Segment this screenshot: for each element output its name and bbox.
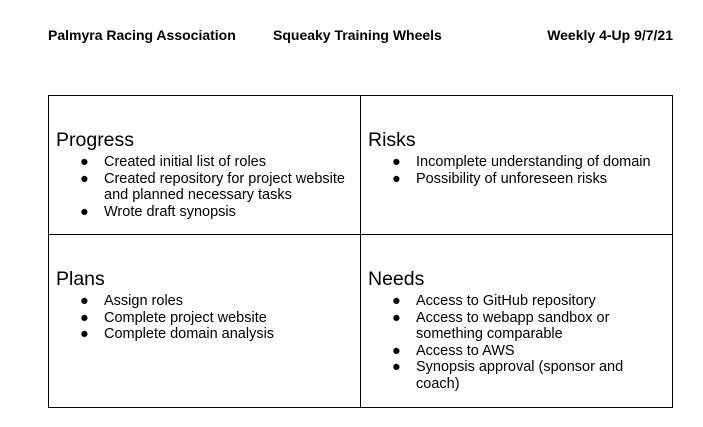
list-item-text: Incomplete understanding of domain	[416, 154, 651, 170]
needs-list: ● Access to GitHub repository ● Access to …	[368, 293, 672, 393]
list-item: ● Access to AWS	[392, 343, 672, 360]
risks-quadrant: Risks ● Incomplete understanding of domai…	[361, 96, 672, 235]
list-item: ● Created repository for project website …	[80, 171, 360, 204]
bullet-icon: ●	[392, 359, 401, 376]
list-item-text: Assign roles	[104, 293, 183, 309]
list-item-text: Access to GitHub repository	[416, 293, 596, 309]
list-item: ● Incomplete understanding of domain	[392, 154, 672, 171]
document-header: Palmyra Racing Association Squeaky Train…	[48, 27, 673, 47]
progress-quadrant: Progress ● Created initial list of roles …	[49, 96, 361, 235]
list-item: ● Synopsis approval (sponsor and coach)	[392, 359, 672, 392]
bullet-icon: ●	[80, 293, 89, 309]
bullet-icon: ●	[80, 309, 89, 326]
needs-title: Needs	[368, 268, 425, 290]
bullet-icon: ●	[80, 203, 89, 220]
risks-title: Risks	[368, 129, 416, 151]
list-item: ● Complete domain analysis	[80, 326, 360, 343]
list-item-text: Complete project website	[104, 309, 267, 326]
plans-title: Plans	[56, 268, 105, 290]
bullet-icon: ●	[392, 309, 401, 326]
needs-quadrant: Needs ● Access to GitHub repository ● Acce…	[361, 235, 672, 407]
list-item: ● Wrote draft synopsis	[80, 204, 360, 221]
bullet-icon: ●	[392, 293, 401, 309]
list-item-text: Access to webapp sandbox or something co…	[416, 309, 610, 343]
list-item-text: Access to AWS	[416, 342, 515, 359]
bullet-icon: ●	[80, 326, 89, 343]
list-item-text: Complete domain analysis	[104, 326, 275, 343]
list-item-text: Possibility of unforeseen risks	[416, 170, 607, 187]
list-item-text: Created repository for project website a…	[104, 170, 345, 204]
list-item-text: Synopsis approval (sponsor and coach)	[416, 359, 624, 392]
organization-name: Palmyra Racing Association	[48, 27, 236, 43]
progress-title: Progress	[56, 129, 135, 151]
plans-quadrant: Plans ● Assign roles ● Complete project we…	[49, 235, 361, 407]
progress-list: ● Created initial list of roles ● Created …	[56, 154, 360, 220]
risks-list: ● Incomplete understanding of domain ● Pos…	[368, 154, 672, 187]
team-name: Squeaky Training Wheels	[273, 27, 442, 43]
bullet-icon: ●	[80, 154, 89, 170]
list-item: ● Access to GitHub repository	[392, 293, 672, 310]
four-up-grid: Progress ● Created initial list of roles …	[48, 95, 673, 408]
list-item-text: Created initial list of roles	[104, 154, 266, 170]
plans-list: ● Assign roles ● Complete project website …	[56, 293, 360, 343]
list-item-text: Wrote draft synopsis	[104, 203, 236, 220]
list-item: ● Created initial list of roles	[80, 154, 360, 171]
bullet-icon: ●	[392, 154, 401, 170]
bullet-icon: ●	[392, 170, 401, 187]
list-item: ● Complete project website	[80, 310, 360, 327]
report-title-date: Weekly 4-Up 9/7/21	[547, 27, 673, 43]
bullet-icon: ●	[80, 170, 89, 187]
list-item: ● Assign roles	[80, 293, 360, 310]
list-item: ● Possibility of unforeseen risks	[392, 171, 672, 188]
bullet-icon: ●	[392, 342, 401, 359]
list-item: ● Access to webapp sandbox or something c…	[392, 310, 672, 343]
